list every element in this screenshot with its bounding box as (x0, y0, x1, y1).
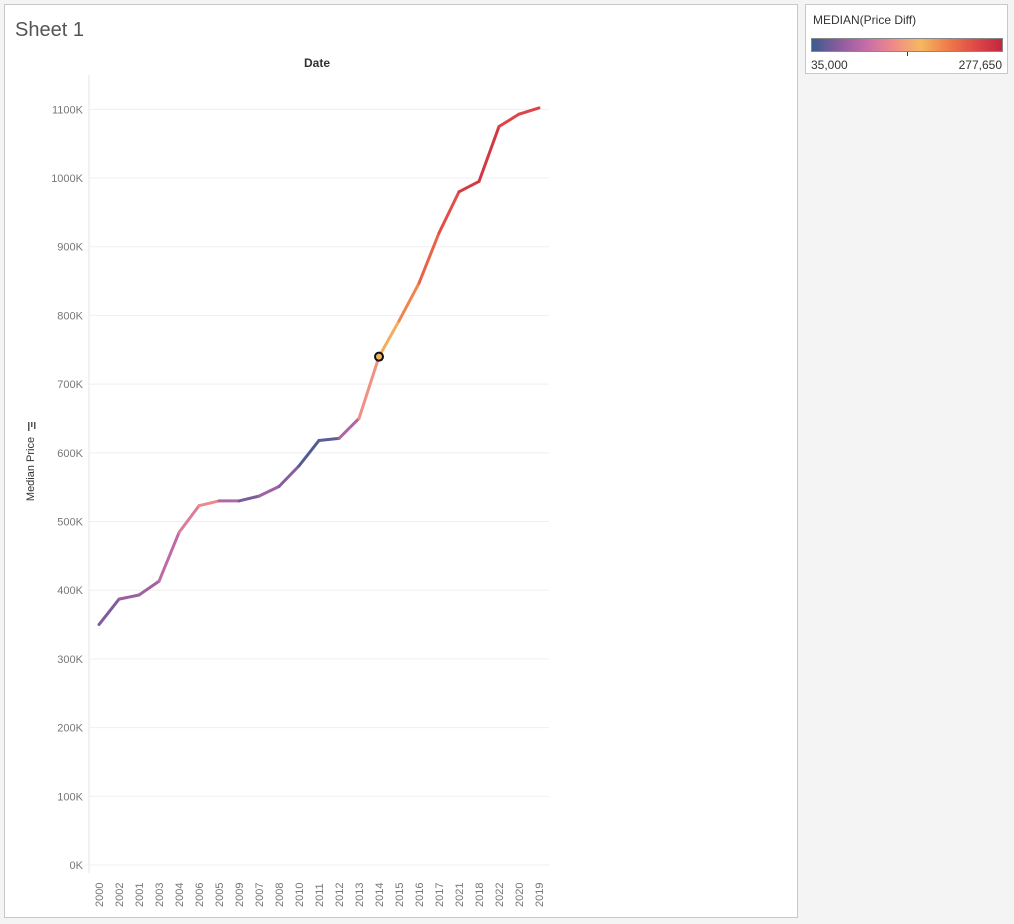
x-tick-label: 2007 (254, 883, 266, 907)
legend-marker (907, 52, 908, 56)
data-point[interactable] (216, 498, 222, 504)
x-tick-label: 2005 (214, 883, 226, 907)
data-point[interactable] (96, 622, 102, 628)
x-tick-label: 2022 (494, 883, 506, 907)
data-point[interactable] (116, 596, 122, 602)
line-segment[interactable] (257, 484, 281, 498)
legend-max-label: 277,650 (958, 58, 1002, 72)
line-segment[interactable] (237, 494, 261, 503)
line-segment[interactable] (277, 464, 301, 488)
data-point[interactable] (356, 415, 362, 421)
y-tick-label: 400K (57, 585, 83, 597)
y-tick-label: 100K (57, 791, 83, 803)
line-segment[interactable] (297, 438, 321, 468)
color-legend: MEDIAN(Price Diff) 35,000 277,650 (805, 4, 1008, 74)
y-tick-label: 0K (70, 860, 84, 872)
x-tick-label: 2016 (414, 883, 426, 907)
x-tick-label: 2015 (394, 883, 406, 907)
data-point[interactable] (336, 435, 342, 441)
line-segment[interactable] (477, 125, 501, 183)
x-tick-label: 2012 (334, 883, 346, 907)
x-tick-label: 2017 (434, 883, 446, 907)
x-tick-label: 2010 (294, 883, 306, 907)
line-segment[interactable] (517, 106, 541, 116)
sheet-title: Sheet 1 (15, 19, 84, 41)
line-segment[interactable] (317, 436, 341, 442)
y-tick-label: 900K (57, 242, 83, 254)
highlighted-data-point[interactable] (374, 351, 384, 362)
data-point[interactable] (416, 280, 422, 286)
y-tick-label: 600K (57, 448, 83, 460)
data-point[interactable] (456, 189, 462, 195)
x-tick-label: 2011 (314, 883, 326, 907)
data-point[interactable] (156, 578, 162, 584)
y-tick-label: 1100K (52, 104, 84, 116)
data-point[interactable] (236, 498, 242, 504)
data-point[interactable] (396, 318, 402, 324)
legend-title: MEDIAN(Price Diff) (813, 13, 917, 27)
x-tick-label: 2000 (94, 883, 106, 907)
data-point[interactable] (436, 230, 442, 236)
x-tick-label: 2021 (454, 883, 466, 907)
data-point[interactable] (256, 493, 262, 499)
x-tick-label: 2008 (274, 883, 286, 907)
data-point[interactable] (296, 463, 302, 469)
y-tick-label: 800K (57, 310, 83, 322)
data-point[interactable] (196, 503, 202, 509)
x-tick-label: 2014 (374, 883, 386, 907)
sort-icon[interactable] (28, 422, 36, 431)
line-segment[interactable] (377, 319, 401, 359)
x-tick-label: 2004 (174, 883, 186, 907)
x-tick-label: 2001 (134, 883, 146, 907)
x-tick-label: 2003 (154, 883, 166, 907)
line-segment[interactable] (417, 231, 441, 285)
x-tick-label: 2019 (534, 883, 546, 907)
data-point[interactable] (496, 124, 502, 130)
legend-min-label: 35,000 (811, 58, 848, 72)
line-segment[interactable] (97, 597, 121, 627)
line-segment[interactable] (117, 593, 141, 601)
x-tick-label: 2013 (354, 883, 366, 907)
x-tick-label: 2020 (514, 883, 526, 907)
data-point[interactable] (536, 105, 542, 111)
worksheet: Sheet 1 0K 100K 200K 300K 400K 500K 600K 700K 80… (4, 4, 798, 918)
legend-color-ramp[interactable] (811, 38, 1003, 52)
data-point[interactable] (136, 592, 142, 598)
line-segment[interactable] (177, 504, 201, 535)
line-segment[interactable] (397, 281, 421, 323)
y-tick-label: 500K (57, 517, 83, 529)
line-segment[interactable] (497, 112, 521, 129)
x-tick-label: 2009 (234, 883, 246, 907)
line-segment[interactable] (337, 416, 361, 440)
x-tick-label: 2018 (474, 883, 486, 907)
line-chart[interactable]: 0K 100K 200K 300K 400K 500K 600K 700K 800K 900K 10… (5, 5, 799, 919)
y-tick-label: 700K (57, 379, 83, 391)
y-tick-label: 200K (57, 723, 83, 735)
data-point[interactable] (276, 483, 282, 489)
y-axis-title: Median Price (25, 437, 37, 501)
data-point[interactable] (316, 437, 322, 443)
data-point[interactable] (476, 178, 482, 184)
line-segment[interactable] (437, 190, 461, 235)
data-point[interactable] (176, 530, 182, 536)
line-segment[interactable] (457, 179, 481, 194)
x-axis-title: Date (304, 56, 330, 70)
line-segment[interactable] (197, 499, 221, 508)
line-segment[interactable] (357, 355, 381, 420)
data-point[interactable] (516, 111, 522, 117)
y-tick-label: 300K (57, 654, 83, 666)
x-tick-label: 2002 (114, 883, 126, 907)
x-tick-label: 2006 (194, 883, 206, 907)
y-tick-label: 1000K (51, 173, 83, 185)
line-segment[interactable] (157, 531, 181, 583)
line-segment[interactable] (137, 579, 161, 597)
